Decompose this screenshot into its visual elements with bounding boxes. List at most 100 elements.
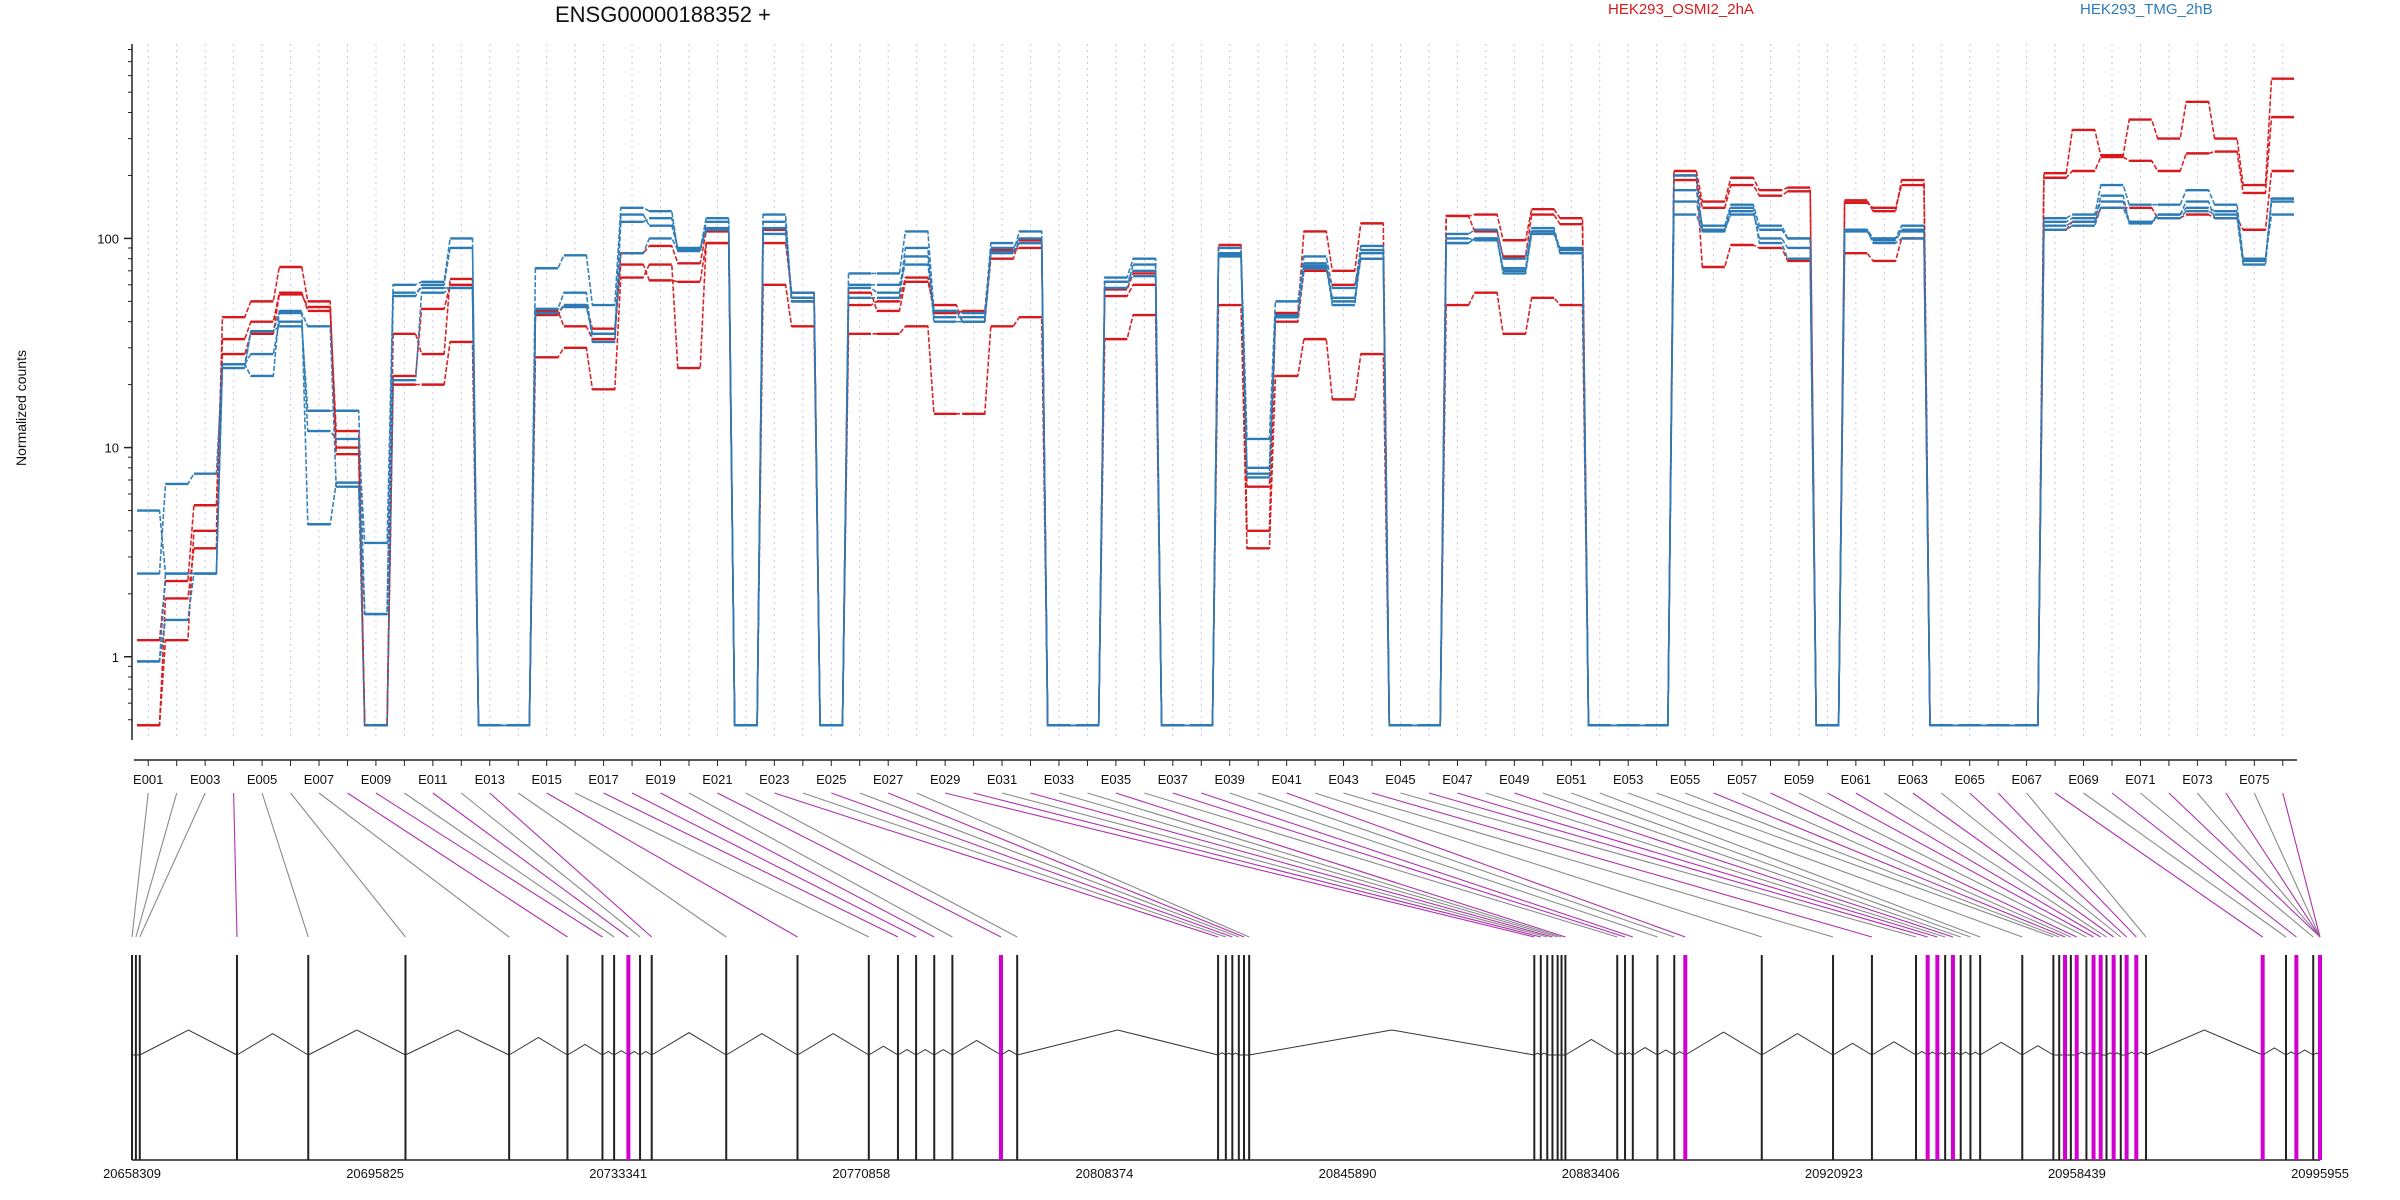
exon-bar	[1224, 955, 1227, 1160]
exon-link	[1001, 792, 1548, 938]
exon-link	[1599, 792, 1981, 938]
exon-link	[233, 792, 238, 938]
exon-link	[131, 792, 149, 938]
exon-link	[1884, 792, 2107, 938]
exon-link	[460, 792, 641, 938]
legend-label-tmg: HEK293_TMG_2hB	[2080, 1, 2213, 18]
exon-bar	[1944, 955, 1947, 1160]
x-tick-label: E035	[1101, 772, 1131, 787]
exon-bar	[1237, 955, 1240, 1160]
genomic-tick-label: 20658309	[103, 1166, 161, 1181]
exon-bar	[867, 955, 870, 1160]
intron-arc	[1960, 1051, 1971, 1056]
exon-bar	[1631, 955, 1634, 1160]
exon-link	[1030, 792, 1553, 938]
intron-arc	[613, 1050, 629, 1056]
intron-arc	[567, 1043, 603, 1056]
exon-link	[318, 792, 510, 938]
intron-arc	[628, 1050, 641, 1056]
exon-bar	[2098, 955, 2103, 1160]
exon-link	[831, 792, 1233, 938]
exon-link	[1343, 792, 1834, 938]
exon-link	[517, 792, 727, 938]
genomic-tick-label: 20695825	[346, 1166, 404, 1181]
exon-link	[2026, 792, 2147, 938]
exon-link	[1058, 792, 1558, 938]
x-tick-label: E019	[645, 772, 675, 787]
plot-axes: 1 10 100 E001 E003 E005 E007 E009 E011 E013 E015 E0…	[97, 44, 2297, 787]
exon-bar	[2318, 955, 2322, 1160]
genomic-tick-label: 20845890	[1319, 1166, 1377, 1181]
exon-bar	[613, 955, 616, 1160]
x-tick-label: E055	[1670, 772, 1700, 787]
intron-arc	[868, 1045, 899, 1056]
exon-bar	[134, 955, 137, 1160]
intron-arc	[1540, 1052, 1548, 1056]
exon-link	[489, 792, 653, 938]
x-tick-label: E039	[1215, 772, 1245, 787]
x-tick-label: E013	[475, 772, 505, 787]
chart-title: ENSG00000188352 +	[555, 2, 771, 27]
exon-bar	[2069, 955, 2072, 1160]
intron-arc	[897, 1048, 917, 1056]
exon-link	[2111, 792, 2297, 938]
intron-arc	[639, 1050, 652, 1056]
x-tick-label: E075	[2239, 772, 2269, 787]
exon-bar	[2260, 955, 2265, 1160]
exon-bar	[2294, 955, 2299, 1160]
exon-bar	[933, 955, 936, 1160]
genomic-tick-label: 20808374	[1076, 1166, 1134, 1181]
x-tick-label: E037	[1158, 772, 1188, 787]
exon-link	[1229, 792, 1658, 938]
exon-link	[2225, 792, 2321, 938]
intron-arc	[1685, 1031, 1763, 1056]
x-tick-label: E069	[2068, 772, 2098, 787]
genomic-tick-label: 20733341	[589, 1166, 647, 1181]
x-tick-label: E011	[418, 772, 447, 787]
exon-link	[1827, 792, 2094, 938]
exon-link	[2168, 792, 2321, 938]
genomic-tick-label: 20770858	[832, 1166, 890, 1181]
intron-arc	[1632, 1047, 1658, 1056]
x-tick-label: E043	[1328, 772, 1358, 787]
exon-link	[631, 792, 917, 938]
intron-arc	[2113, 1052, 2122, 1056]
exon-link	[802, 792, 1227, 938]
exon-bar	[998, 955, 1003, 1160]
exon-bar	[1950, 955, 1955, 1160]
intron-arc	[1249, 1029, 1535, 1056]
y-axis-label: Normalized counts	[13, 350, 29, 466]
exon-link	[1627, 792, 2023, 938]
exon-link	[916, 792, 1250, 938]
exon-link	[944, 792, 1535, 938]
exon-bar	[131, 955, 133, 1160]
exon-bar	[1556, 955, 1559, 1160]
exon-link	[1115, 792, 1566, 938]
intron-arc	[1657, 1049, 1675, 1056]
intron-arc	[2022, 1045, 2054, 1056]
exon-bar	[566, 955, 569, 1160]
exon-bar	[725, 955, 728, 1160]
exon-bar	[1248, 955, 1251, 1160]
x-tick-label: E003	[190, 772, 220, 787]
x-tick-label: E001	[133, 772, 163, 787]
x-tick-label: E063	[1898, 772, 1928, 787]
intron-arc	[725, 1033, 798, 1056]
intron-arc	[1624, 1052, 1634, 1056]
exon-bar	[2124, 955, 2129, 1160]
exon-bar	[1914, 955, 1917, 1160]
x-tick-label: E015	[531, 772, 561, 787]
exon-bar	[1656, 955, 1659, 1160]
exon-link	[1542, 792, 1961, 938]
x-tick-label: E053	[1613, 772, 1643, 787]
exon-link	[2083, 792, 2287, 938]
exon-bar	[1673, 955, 1676, 1160]
exon-bar	[639, 955, 642, 1160]
exon-bar	[2312, 955, 2315, 1160]
exon-bar	[1217, 955, 1220, 1160]
x-tick-label: E065	[1955, 772, 1985, 787]
x-tick-label: E029	[930, 772, 960, 787]
intron-arc	[1937, 1052, 1946, 1056]
intron-arc	[508, 1036, 568, 1056]
exon-link	[1286, 792, 1686, 938]
